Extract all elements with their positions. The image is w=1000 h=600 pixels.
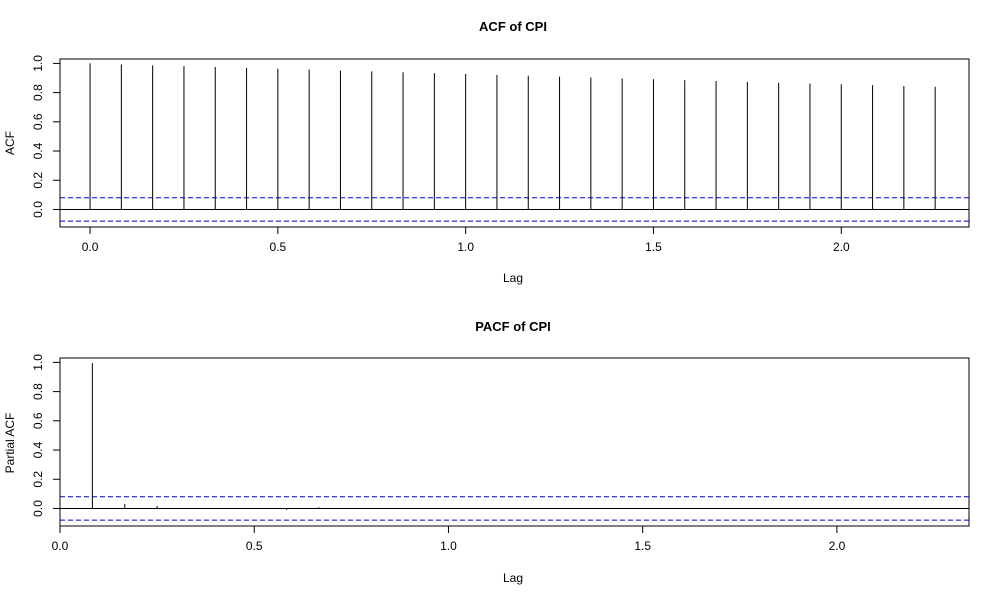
acf-panel: ACF of CPI Lag ACF 0.0 0.5 1.0 1.5 2.0 0.0 0.2…	[3, 19, 970, 285]
acf-x-tick-label: 0.5	[270, 240, 287, 254]
acf-x-tick-label: 1.0	[457, 240, 474, 254]
pacf-y-tick-label: 0.2	[31, 471, 45, 488]
acf-plot-frame	[59, 58, 970, 228]
acf-y-tick-label: 0.0	[31, 201, 45, 218]
acf-y-tick-label: 0.2	[31, 172, 45, 189]
acf-y-axis-label: ACF	[3, 131, 17, 155]
acf-y-tick-label: 0.8	[31, 84, 45, 101]
acf-y-tick-label: 1.0	[31, 55, 45, 72]
pacf-y-tick-label: 0.6	[31, 412, 45, 429]
pacf-marks: 0.0 0.5 1.0 1.5 2.0 0.0 0.2 0.4 0.6 0.8 1.0	[31, 354, 969, 553]
pacf-plot-frame	[59, 357, 970, 527]
acf-x-tick-label: 1.5	[645, 240, 662, 254]
pacf-y-tick-label: 0.4	[31, 441, 45, 458]
pacf-x-tick-label: 1.5	[634, 539, 651, 553]
pacf-x-tick-label: 0.0	[52, 539, 69, 553]
pacf-y-axis-label: Partial ACF	[3, 413, 17, 474]
pacf-panel: PACF of CPI Lag Partial ACF 0.0 0.5 1.0 1.5…	[3, 319, 970, 585]
pacf-y-tick-label: 1.0	[31, 354, 45, 371]
acf-x-axis-label: Lag	[503, 271, 523, 285]
acf-title: ACF of CPI	[479, 19, 547, 34]
acf-y-tick-label: 0.4	[31, 142, 45, 159]
pacf-x-tick-label: 2.0	[829, 539, 846, 553]
acf-marks: 0.0 0.5 1.0 1.5 2.0 0.0 0.2 0.4 0.6 0.8 1.0	[31, 55, 969, 254]
pacf-x-axis-label: Lag	[503, 571, 523, 585]
pacf-title: PACF of CPI	[475, 319, 551, 334]
pacf-y-tick-label: 0.0	[31, 500, 45, 517]
acf-x-tick-label: 2.0	[833, 240, 850, 254]
acf-y-tick-label: 0.6	[31, 113, 45, 130]
pacf-y-tick-label: 0.8	[31, 383, 45, 400]
pacf-x-tick-label: 0.5	[246, 539, 263, 553]
acf-x-tick-label: 0.0	[82, 240, 99, 254]
pacf-x-tick-label: 1.0	[440, 539, 457, 553]
